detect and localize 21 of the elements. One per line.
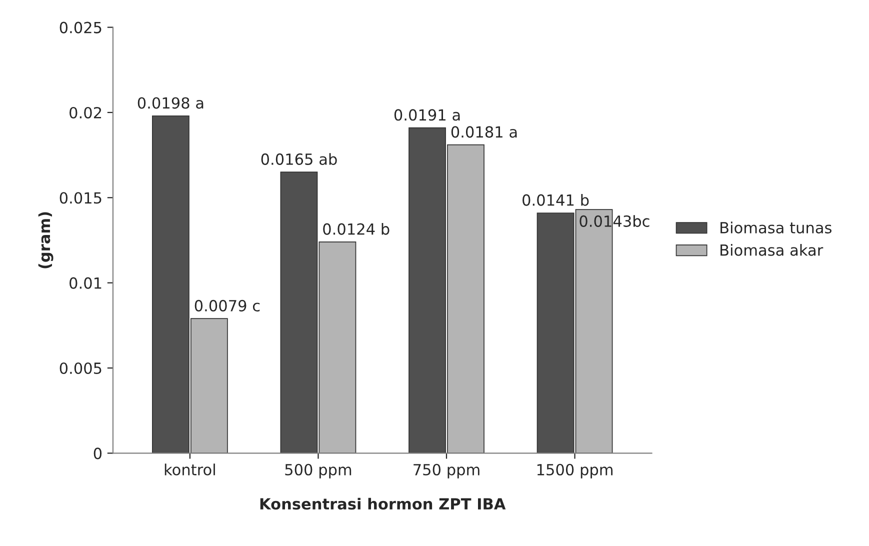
data-label: 0.0165 ab [261,153,337,165]
x-tick-label: 1500 ppm [537,464,612,478]
y-tick-label: 0 [94,448,102,460]
data-label: 0.0181 a [451,126,517,138]
x-tick-label: 500 ppm [285,464,352,478]
x-tick-label: 750 ppm [414,464,480,478]
data-label: 0.0191 a [394,109,460,121]
x-tick-label: kontrol [164,464,215,476]
data-label: 0.0141 b [522,194,589,206]
data-label: 0.0124 b [323,222,390,235]
y-axis-title: (gram) [38,212,54,268]
y-tick-label: 0.015 [60,192,102,204]
x-axis-title: Konsentrasi hormon ZPT IBA [260,498,506,510]
y-tick-label: 0.025 [60,22,102,34]
data-label: 0.0079 c [194,300,260,312]
y-tick-label: 0.01 [70,277,102,289]
legend-label: Biomasa tunas [720,222,832,234]
data-label: 0.0198 a [138,97,204,109]
y-tick-label: 0.02 [70,106,102,118]
legend-label: Biomasa akar [720,244,824,256]
y-tick-label: 0.005 [60,362,102,374]
